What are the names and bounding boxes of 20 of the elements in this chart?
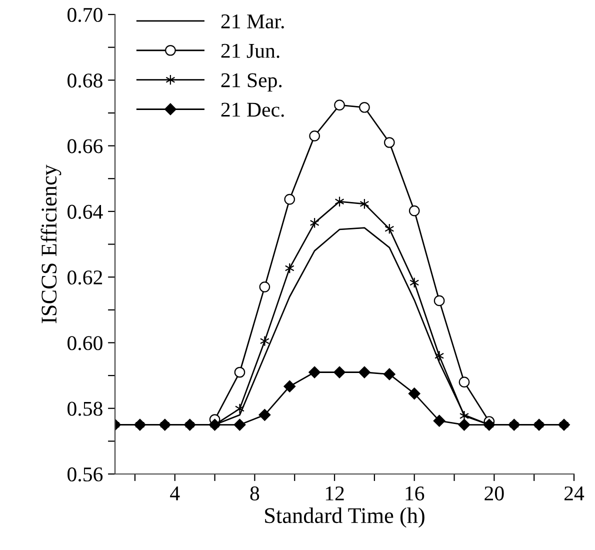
y-axis-title: ISCCS Efficiency — [40, 164, 62, 324]
x-axis-title: Standard Time (h) — [265, 507, 424, 528]
x-tick-label: 12 — [326, 486, 344, 500]
x-tick-label: 4 — [170, 486, 180, 500]
y-tick-label: 0.66 — [68, 139, 103, 154]
y-tick-label: 0.64 — [68, 204, 103, 219]
x-tick-label: 20 — [484, 486, 504, 500]
legend-label: 21 Sep. — [221, 73, 282, 92]
y-tick-label: 0.68 — [68, 74, 102, 88]
legend-label: 21 Dec. — [221, 102, 284, 117]
x-tick-label: 16 — [406, 486, 424, 500]
y-tick-label: 0.62 — [68, 270, 102, 285]
y-tick-label: 0.70 — [68, 8, 102, 22]
x-tick-label: 8 — [250, 486, 260, 500]
x-tick-label: 24 — [564, 486, 584, 500]
y-tick-label: 0.56 — [68, 467, 103, 482]
legend-label: 21 Jun. — [221, 44, 280, 58]
y-tick-label: 0.58 — [68, 402, 102, 416]
y-tick-label: 0.60 — [68, 336, 102, 350]
legend-label: 21 Mar. — [221, 14, 284, 29]
